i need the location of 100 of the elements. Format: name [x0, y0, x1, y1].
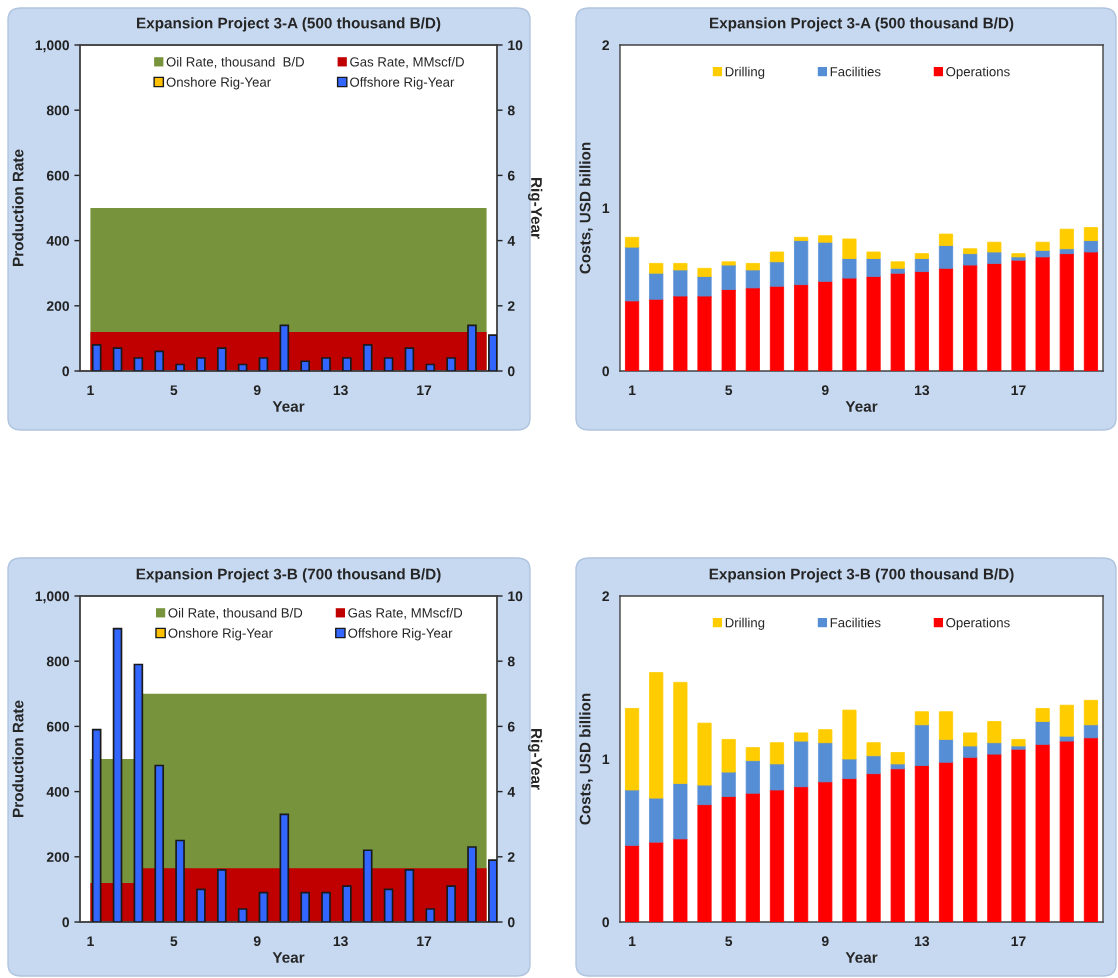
bar [890, 752, 905, 765]
bar [649, 841, 664, 922]
bar [362, 849, 373, 922]
bar [446, 357, 456, 371]
bar [987, 263, 1002, 371]
bar [890, 261, 905, 269]
y2-tick-label: 10 [508, 40, 523, 51]
bar [745, 760, 760, 794]
x-tick-label: 1 [87, 936, 94, 946]
legend-label: Oil Rate, thousand B/D [166, 56, 304, 69]
bar [196, 888, 206, 922]
legend-label: Oil Rate, thousand B/D [168, 607, 303, 620]
bar [321, 891, 331, 922]
y2-tick-label: 2 [507, 852, 515, 862]
bar [697, 722, 712, 786]
bar [1059, 704, 1074, 737]
bar [467, 846, 477, 922]
bar [673, 295, 688, 371]
bar [1059, 253, 1074, 371]
legend-label: Onshore Rig-Year [166, 77, 271, 90]
legend-label: Onshore Rig-Year [168, 628, 273, 641]
bar [794, 740, 809, 788]
bar [697, 295, 712, 371]
x-axis-title: Year [845, 952, 878, 963]
legend-label: Drilling [725, 617, 765, 630]
bar [866, 251, 881, 259]
bar [1083, 699, 1098, 726]
bar [649, 272, 664, 300]
bar [342, 357, 352, 371]
legend-label: Operations [946, 617, 1010, 630]
bar [914, 271, 929, 371]
y-tick-label: 400 [46, 786, 70, 797]
bar [697, 267, 712, 277]
bar [745, 269, 760, 289]
legend-label: Offshore Rig-Year [350, 77, 455, 90]
bar [866, 755, 881, 775]
bar [625, 708, 640, 791]
bar [842, 709, 857, 760]
bar [196, 357, 206, 371]
bar [1011, 259, 1026, 371]
x-tick-label: 17 [417, 385, 432, 395]
y2-tick-label: 0 [507, 366, 515, 377]
bar [914, 765, 929, 922]
y-axis-title: Production Rate [12, 700, 24, 817]
bar [91, 344, 102, 371]
bar [175, 839, 185, 922]
legend-label: Gas Rate, MMscf/D [348, 607, 463, 620]
bar [745, 263, 760, 271]
bar [938, 245, 954, 269]
bar [697, 804, 712, 922]
bar [673, 263, 688, 271]
y-tick-label: 200 [46, 852, 70, 862]
bar [321, 357, 331, 371]
bar [362, 344, 373, 371]
x-tick-label: 5 [170, 385, 178, 396]
y-tick-label: 0 [602, 917, 610, 928]
bar [133, 357, 144, 371]
legend-label: Operations [946, 66, 1010, 79]
y2-tick-label: 10 [508, 591, 523, 602]
y-tick-label: 1,000 [35, 591, 70, 604]
bar [914, 258, 929, 272]
bar [625, 236, 640, 248]
y2-tick-label: 8 [507, 656, 515, 667]
bar [890, 267, 905, 274]
x-tick-label: 5 [725, 936, 733, 947]
bar [842, 758, 857, 779]
bar [258, 891, 269, 922]
bar [818, 729, 833, 744]
y-tick-label: 1 [602, 754, 610, 765]
bar [1011, 739, 1026, 747]
bar [890, 272, 905, 371]
x-axis-title: Year [272, 952, 305, 963]
bar [963, 756, 978, 922]
bar [467, 324, 477, 371]
bar [866, 276, 881, 371]
x-tick-label: 13 [915, 936, 930, 947]
bar [794, 284, 809, 371]
bar [673, 783, 688, 840]
bar [818, 280, 833, 371]
y2-tick-label: 4 [507, 236, 516, 246]
y-tick-label: 2 [602, 591, 610, 602]
bar [914, 724, 929, 766]
x-tick-label: 9 [821, 385, 829, 396]
bar [794, 732, 809, 742]
chart-title: Expansion Project 3-B (700 thousand B/D) [136, 568, 441, 583]
bar [745, 287, 760, 371]
x-axis-title: Year [845, 401, 878, 412]
bar [963, 248, 978, 255]
bar [769, 285, 785, 371]
legend-label: Facilities [830, 617, 881, 628]
bar [938, 761, 954, 922]
bar [721, 261, 736, 266]
bar [1035, 743, 1050, 922]
x-tick-label: 13 [333, 936, 348, 947]
x-tick-label: 9 [253, 385, 261, 396]
x-tick-label: 17 [1011, 385, 1026, 395]
bar [963, 253, 978, 266]
bar [818, 742, 833, 783]
y2-tick-label: 4 [507, 787, 516, 797]
bar [1035, 708, 1050, 722]
